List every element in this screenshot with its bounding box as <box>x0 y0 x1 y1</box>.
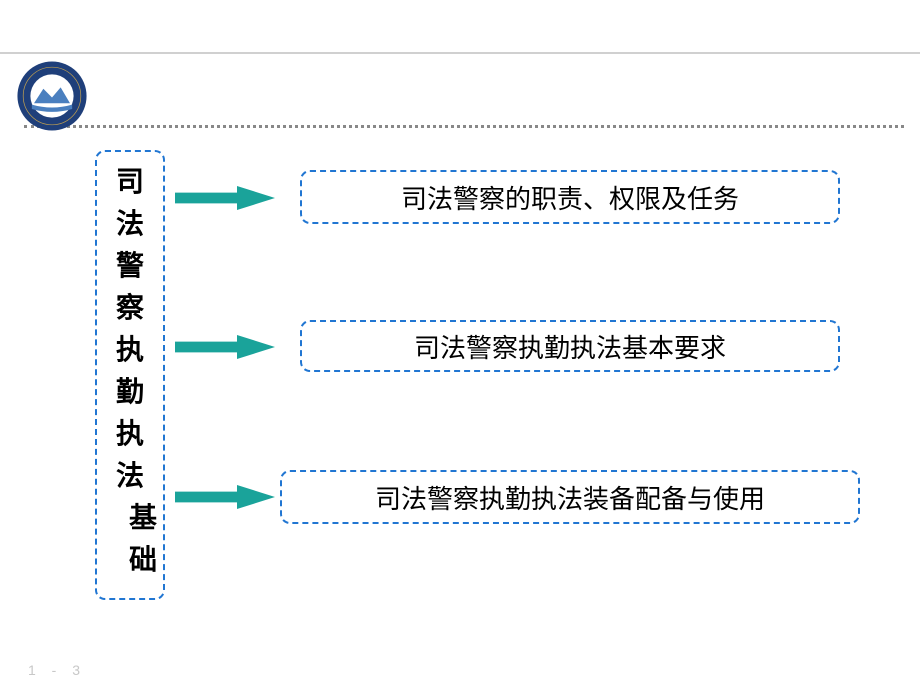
vertical-char: 察 <box>116 288 144 330</box>
arrow-icon <box>175 485 275 509</box>
vertical-sub-char: 础 <box>129 540 157 582</box>
vertical-sub-char: 基 <box>129 498 157 540</box>
arrow-icon <box>175 335 275 359</box>
content-box-1: 司法警察的职责、权限及任务 <box>300 170 840 224</box>
vertical-char: 勤 <box>116 372 144 414</box>
content-box-3: 司法警察执勤执法装备配备与使用 <box>280 470 860 524</box>
top-divider-line <box>0 52 920 54</box>
vertical-char: 执 <box>116 330 144 372</box>
content-box-2: 司法警察执勤执法基本要求 <box>300 320 840 372</box>
main-topic-vertical-box: 司法警察执勤执法基础 <box>95 150 165 600</box>
vertical-char: 法 <box>116 456 144 498</box>
vertical-char: 法 <box>116 204 144 246</box>
vertical-char: 司 <box>116 162 144 204</box>
vertical-char: 警 <box>116 246 144 288</box>
arrow-icon <box>175 186 275 210</box>
content-box-text: 司法警察执勤执法基本要求 <box>414 328 726 365</box>
vertical-char: 执 <box>116 414 144 456</box>
content-box-text: 司法警察执勤执法装备配备与使用 <box>375 479 765 516</box>
content-box-text: 司法警察的职责、权限及任务 <box>401 179 739 216</box>
page-number: 1 - 3 <box>28 662 86 678</box>
dotted-divider <box>24 125 904 128</box>
institution-logo <box>16 60 88 132</box>
